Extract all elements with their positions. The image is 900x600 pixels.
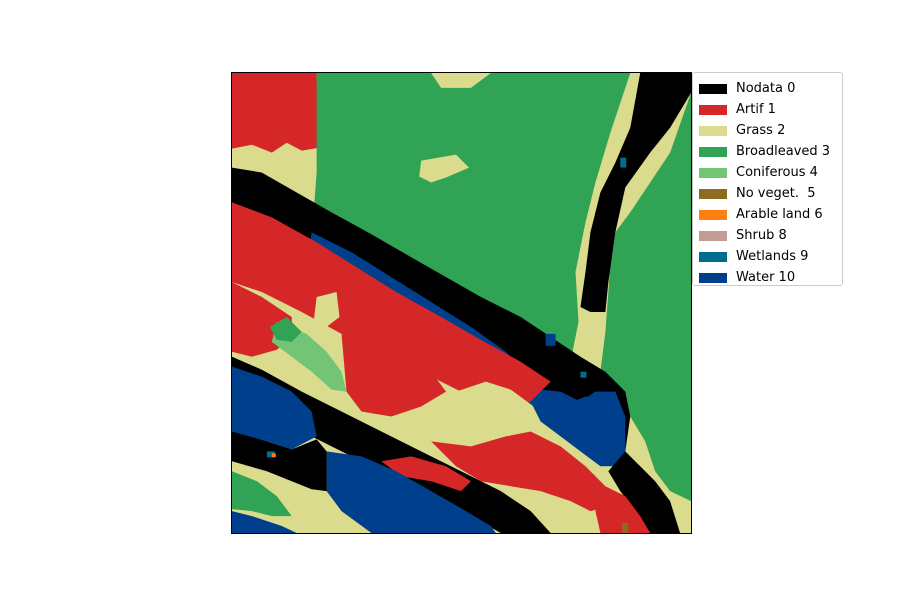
nodata-road xyxy=(232,356,551,533)
legend-label: Artif 1 xyxy=(736,102,776,117)
legend-item: Coniferous 4 xyxy=(699,162,842,183)
legend-swatch xyxy=(699,209,727,220)
nodata-road xyxy=(608,451,681,533)
artif-area xyxy=(341,333,447,417)
legend-swatch xyxy=(699,125,727,136)
land-cover-map xyxy=(231,72,692,534)
no-vegetation-patch xyxy=(622,523,629,533)
legend-label: Nodata 0 xyxy=(736,81,796,96)
legend-item: Artif 1 xyxy=(699,99,842,120)
legend-item: Nodata 0 xyxy=(699,78,842,99)
legend-label: Coniferous 4 xyxy=(736,165,818,180)
legend-label: Arable land 6 xyxy=(736,207,823,222)
artif-area xyxy=(431,431,611,512)
legend-swatch xyxy=(699,251,727,262)
water-area xyxy=(232,366,317,450)
arable-patch xyxy=(271,453,276,458)
legend-item: Water 10 xyxy=(699,267,842,288)
map-canvas xyxy=(232,73,691,533)
legend-label: No veget. 5 xyxy=(736,186,816,201)
legend-swatch xyxy=(699,167,727,178)
legend: Nodata 0 Artif 1 Grass 2 Broadleaved 3 C… xyxy=(692,72,843,286)
water-area xyxy=(530,391,626,467)
nodata-road xyxy=(232,431,327,492)
wetlands-patch xyxy=(620,157,627,168)
legend-label: Wetlands 9 xyxy=(736,249,809,264)
artif-area xyxy=(232,73,320,153)
legend-swatch xyxy=(699,272,727,283)
grass-patch xyxy=(431,73,491,88)
water-area xyxy=(326,451,496,533)
legend-item: Arable land 6 xyxy=(699,204,842,225)
artif-area xyxy=(595,486,651,533)
legend-item: Shrub 8 xyxy=(699,225,842,246)
legend-swatch xyxy=(699,104,727,115)
grass-patch xyxy=(419,154,469,183)
grass-patch xyxy=(391,381,541,444)
legend-item: Broadleaved 3 xyxy=(699,141,842,162)
legend-swatch xyxy=(699,83,727,94)
broadleaved-area xyxy=(269,316,302,342)
wetlands-patch xyxy=(266,451,275,458)
legend-swatch xyxy=(699,146,727,157)
broadleaved-area xyxy=(313,73,631,382)
water-patch xyxy=(545,333,556,346)
grass-patch xyxy=(313,292,340,327)
artif-area xyxy=(232,202,551,407)
legend-item: Grass 2 xyxy=(699,120,842,141)
legend-label: Shrub 8 xyxy=(736,228,787,243)
legend-label: Broadleaved 3 xyxy=(736,144,831,159)
artif-area xyxy=(381,456,471,492)
wetlands-patch xyxy=(580,371,587,378)
legend-label: Grass 2 xyxy=(736,123,786,138)
nodata-road xyxy=(580,73,691,312)
broadleaved-area xyxy=(232,471,292,517)
legend-item: No veget. 5 xyxy=(699,183,842,204)
legend-swatch xyxy=(699,188,727,199)
water-area xyxy=(232,511,297,533)
legend-label: Water 10 xyxy=(736,270,796,285)
legend-swatch xyxy=(699,230,727,241)
legend-item: Wetlands 9 xyxy=(699,246,842,267)
